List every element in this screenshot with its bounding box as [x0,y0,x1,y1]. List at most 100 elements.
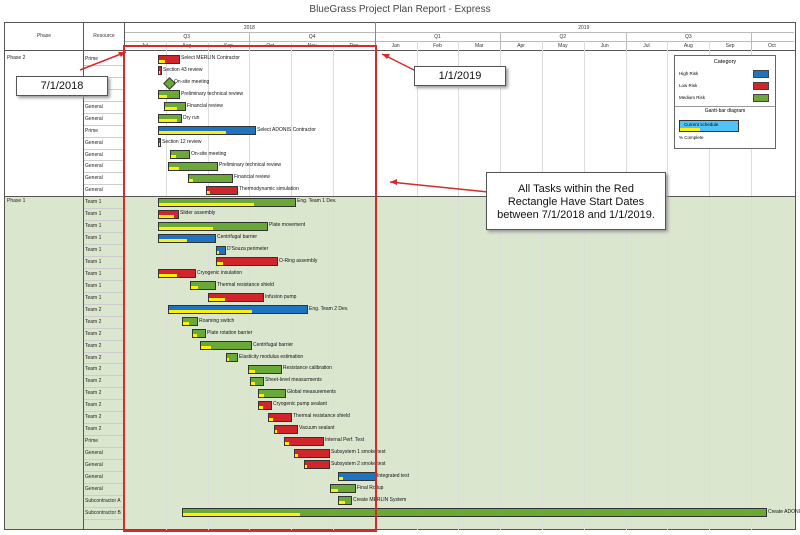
resource-cell: Team 2 [85,390,102,397]
task-label: Final Rollup [357,484,384,491]
task-label: Preliminary technical review [181,90,243,97]
task-label: Section 43 review [163,66,203,73]
resource-cell: General [85,115,103,122]
resource-cell: General [85,485,103,492]
callout-note: All Tasks within the Red Rectangle Have … [486,172,666,230]
year-label: 2019 [578,25,590,31]
resource-row-line [84,411,124,413]
task-bar [250,376,264,386]
task-bar [158,54,180,64]
callout-end-date: 1/1/2019 [414,66,506,86]
resource-cell: Team 2 [85,426,102,433]
task-progress [331,489,339,493]
year-label: 2018 [243,25,255,31]
resource-row-line [84,518,124,520]
resource-cell: General [85,151,103,158]
task-label: Slider assembly [180,210,216,217]
quarter-divider [500,32,502,50]
legend-title: Category [713,59,737,65]
task-label: Dry run [183,114,200,121]
month-label: May [558,43,568,49]
resource-cell: Team 2 [85,306,102,313]
month-gridline [249,41,251,530]
task-bar [284,436,324,446]
resource-row-line [84,267,124,269]
task-progress [159,274,177,278]
task-progress [259,393,265,397]
end-arrowhead [382,54,390,59]
task-label: On-site meeting [174,78,210,85]
task-progress [207,190,210,194]
resource-row-line [84,100,124,102]
task-progress [159,119,177,123]
resource-cell: Team 2 [85,342,102,349]
resource-row-line [84,303,124,305]
task-bar [188,173,233,183]
resource-cell: General [85,103,103,110]
task-label: Integrated test [377,472,409,479]
resource-row-line [84,447,124,449]
resource-row-line [84,124,124,126]
month-label: Aug [683,43,693,49]
resource-column-header: Resource [93,33,115,39]
start-arrowhead [118,52,126,57]
task-progress [159,214,175,218]
month-gridline [291,41,293,530]
task-bar [158,114,182,124]
task-progress [193,334,197,338]
task-progress [159,226,213,230]
task-label: Cryogenic insulation [197,269,243,276]
resource-row-line [84,458,124,460]
month-gridline [583,41,585,530]
task-label: Select ADONIS Contractor [257,126,316,133]
task-bar [182,508,767,518]
task-progress [165,107,177,111]
task-progress [209,298,226,302]
resource-cell: Subcontractor B [85,509,121,516]
resource-row-line [84,482,124,484]
task-label: O-Ring assembly [279,257,318,264]
resource-cell: Team 1 [85,294,102,301]
task-progress [159,71,160,75]
task-progress [201,346,211,350]
note-arrow [389,181,489,193]
resource-row-line [84,136,124,138]
legend: Category High Risk Low Risk Medium Risk … [674,55,776,149]
legend-current-schedule: Current schedule [684,122,719,127]
resource-cell: Prime [85,56,99,62]
resource-row-line [84,64,124,66]
resource-row-line [84,327,124,329]
task-bar [158,90,180,100]
month-label: Jun [600,43,609,49]
task-progress [171,155,177,159]
quarter-label: Q2 [559,34,567,40]
task-bar [164,102,186,112]
resource-row-line [84,184,124,186]
quarter-label: Q1 [434,34,441,40]
task-progress [217,262,223,266]
legend-item-high: High Risk [679,71,699,76]
quarter-label: Q3 [684,34,692,40]
task-label: Resistance calibration [283,365,332,372]
task-progress [183,513,300,517]
legend-swatch-high [753,70,769,78]
resource-row-line [84,363,124,365]
resource-cell: Team 1 [85,247,102,254]
task-bar [206,185,238,195]
resource-cell: Team 1 [85,235,102,242]
quarter-label: Q3 [183,34,191,40]
task-label: Cryogenic pump sealant [273,401,327,408]
resource-row-line [84,112,124,114]
resource-cell: Team 2 [85,402,102,409]
task-bar [226,353,238,362]
task-progress [285,441,289,445]
task-progress [259,405,263,409]
month-gridline [709,41,711,530]
callout-start-date: 7/1/2018 [16,76,108,96]
month-label: Apr [517,43,525,49]
resource-row-line [84,208,124,210]
task-progress [249,369,256,373]
task-progress [339,501,345,505]
task-label: Select MERLIN Contractor [181,55,240,61]
task-label: Infusion pump [265,293,297,300]
